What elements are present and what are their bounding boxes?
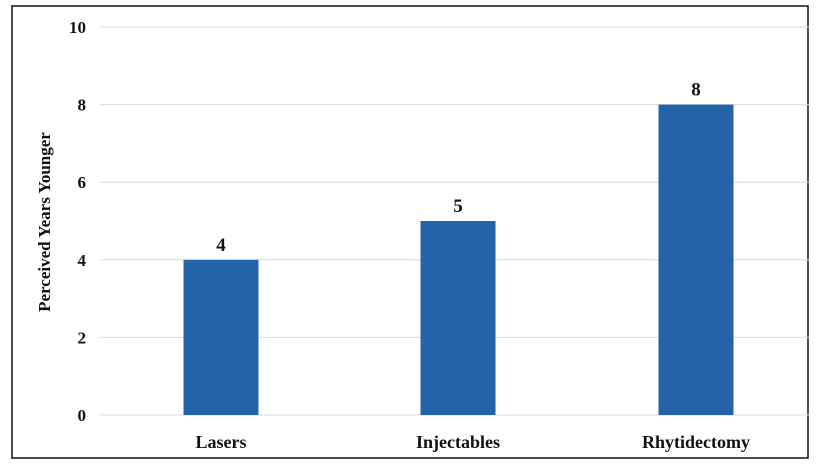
bars xyxy=(183,104,734,415)
data-labels: 4 5 8 xyxy=(216,80,701,256)
y-tick-label: 8 xyxy=(78,96,87,115)
y-tick-label: 4 xyxy=(78,251,87,270)
y-axis-ticks: 0 2 4 6 8 10 xyxy=(69,18,87,425)
y-tick-label: 0 xyxy=(78,406,87,425)
data-label-injectables: 5 xyxy=(453,196,463,217)
y-axis-label: Perceived Years Younger xyxy=(35,132,54,312)
y-tick-label: 2 xyxy=(78,328,87,347)
x-tick-label-injectables: Injectables xyxy=(416,432,500,452)
bar-injectables xyxy=(420,221,496,415)
data-label-rhytidectomy: 8 xyxy=(691,80,701,101)
y-tick-label: 6 xyxy=(78,173,87,192)
bar-rhytidectomy xyxy=(658,104,734,415)
x-tick-label-lasers: Lasers xyxy=(196,432,247,452)
x-tick-label-rhytidectomy: Rhytidectomy xyxy=(642,432,750,452)
x-axis-ticks: Lasers Injectables Rhytidectomy xyxy=(196,432,750,452)
y-tick-label: 10 xyxy=(69,18,86,37)
bar-lasers xyxy=(183,259,259,415)
data-label-lasers: 4 xyxy=(216,235,226,256)
